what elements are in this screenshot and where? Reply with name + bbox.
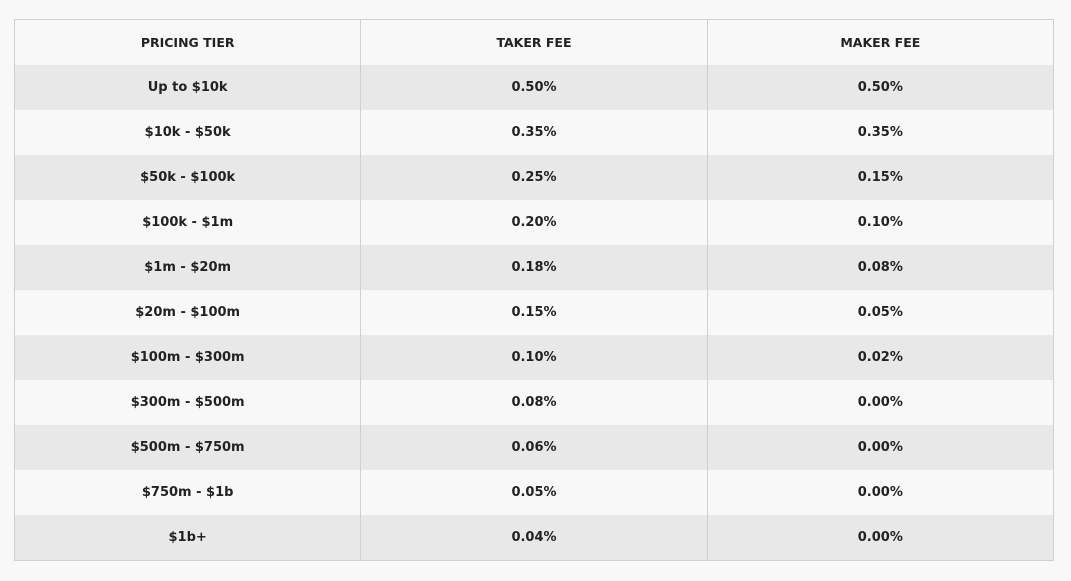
table-body: Up to $10k 0.50% 0.50% $10k - $50k 0.35% 0.35… [13, 65, 1054, 561]
table-row: $100k - $1m 0.20% 0.10% [13, 200, 1054, 245]
header-row: PRICING TIER TAKER FEE MAKER FEE [13, 19, 1054, 65]
table-cell: $10k - $50k [13, 110, 361, 155]
table-cell: $50k - $100k [13, 155, 361, 200]
table-cell: 0.35% [360, 110, 708, 155]
table-cell: 0.08% [706, 245, 1054, 290]
table-cell: $1m - $20m [13, 245, 361, 290]
table-row: Up to $10k 0.50% 0.50% [13, 65, 1054, 110]
table-row: $50k - $100k 0.25% 0.15% [13, 155, 1054, 200]
table-row: $100m - $300m 0.10% 0.02% [13, 335, 1054, 380]
table-cell: 0.06% [360, 425, 708, 470]
table-row: $500m - $750m 0.06% 0.00% [13, 425, 1054, 470]
header-cell: MAKER FEE [706, 19, 1054, 65]
table-cell: 0.10% [706, 200, 1054, 245]
table-cell: 0.05% [360, 470, 708, 515]
table-cell: 0.15% [360, 290, 708, 335]
table-cell: 0.35% [706, 110, 1054, 155]
table-cell: 0.10% [360, 335, 708, 380]
table-row: $1b+ 0.04% 0.00% [13, 515, 1054, 561]
table-cell: $750m - $1b [13, 470, 361, 515]
table-cell: 0.20% [360, 200, 708, 245]
table-cell: $20m - $100m [13, 290, 361, 335]
table-cell: Up to $10k [13, 65, 361, 110]
table-cell: $100m - $300m [13, 335, 361, 380]
header-cell: PRICING TIER [13, 19, 361, 65]
table-cell: $100k - $1m [13, 200, 361, 245]
table-cell: 0.25% [360, 155, 708, 200]
table-cell: 0.00% [706, 470, 1054, 515]
table-cell: $1b+ [13, 515, 361, 561]
table-cell: $500m - $750m [13, 425, 361, 470]
table-cell: 0.00% [706, 425, 1054, 470]
fee-table: PRICING TIER TAKER FEE MAKER FEE Up to $10… [13, 19, 1054, 561]
table-cell: 0.15% [706, 155, 1054, 200]
table-cell: 0.50% [360, 65, 708, 110]
table-cell: 0.18% [360, 245, 708, 290]
table-row: $1m - $20m 0.18% 0.08% [13, 245, 1054, 290]
table-cell: 0.08% [360, 380, 708, 425]
table-cell: 0.50% [706, 65, 1054, 110]
table-cell: 0.05% [706, 290, 1054, 335]
table-cell: $300m - $500m [13, 380, 361, 425]
table-row: $20m - $100m 0.15% 0.05% [13, 290, 1054, 335]
table-row: $300m - $500m 0.08% 0.00% [13, 380, 1054, 425]
table-cell: 0.00% [706, 515, 1054, 561]
table-row: $750m - $1b 0.05% 0.00% [13, 470, 1054, 515]
table-cell: 0.00% [706, 380, 1054, 425]
table-cell: 0.02% [706, 335, 1054, 380]
header-cell: TAKER FEE [360, 19, 708, 65]
table-row: $10k - $50k 0.35% 0.35% [13, 110, 1054, 155]
table-cell: 0.04% [360, 515, 708, 561]
